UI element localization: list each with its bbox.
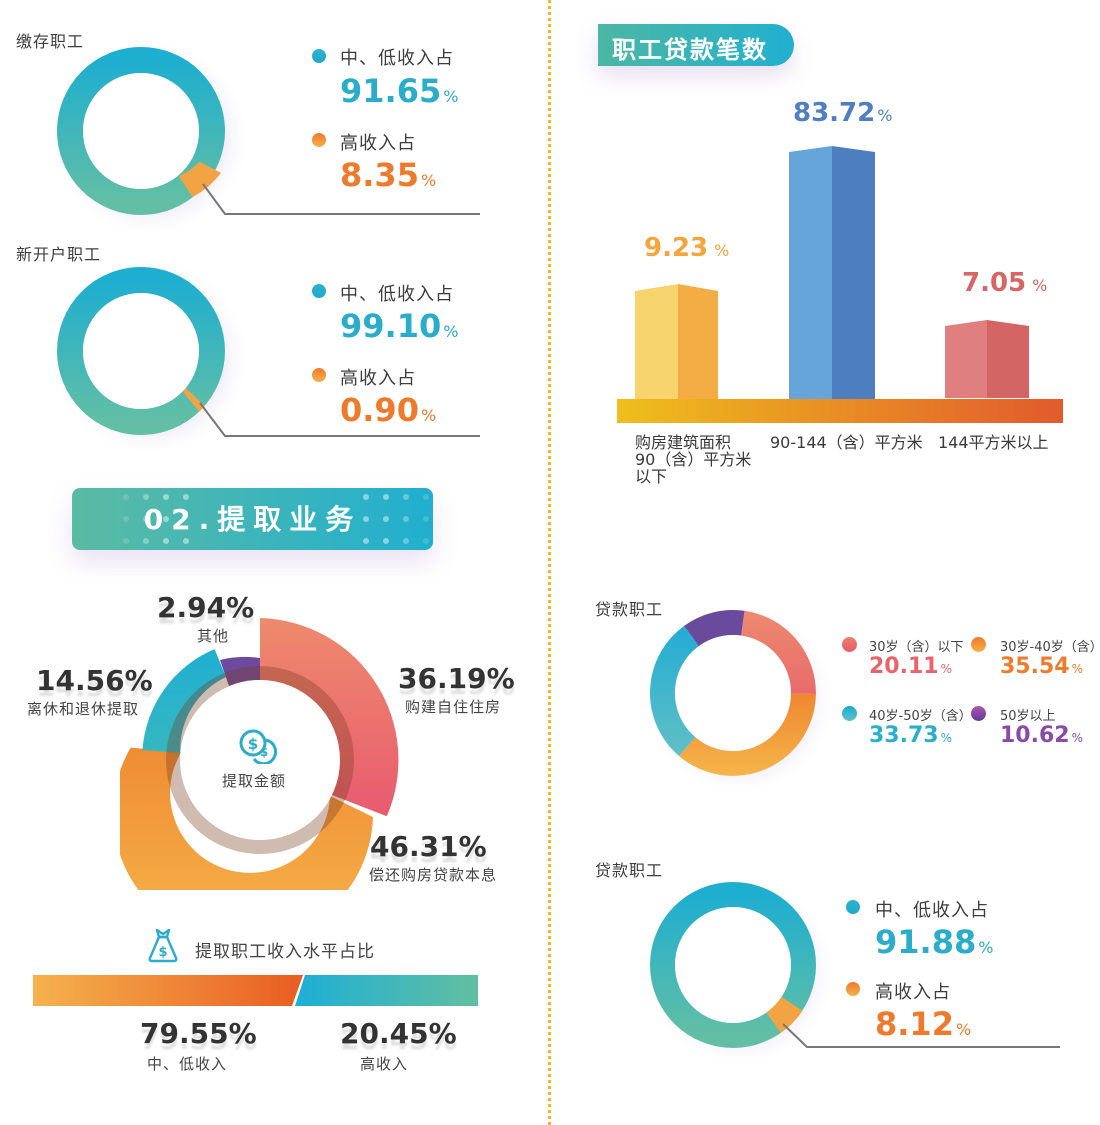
deposit-mid-low-label: 中、低收入占 xyxy=(340,48,454,69)
mid-low-ratio-value: 79.55% xyxy=(140,1017,257,1050)
percent-unit: % xyxy=(420,406,437,425)
loan-count-bar-chart xyxy=(617,146,1063,423)
legend-dot-over-50 xyxy=(971,706,986,721)
deposit-workers-donut xyxy=(50,38,480,230)
high-dot xyxy=(846,982,860,996)
legend-value-40-50: 33.73 xyxy=(869,723,939,748)
mid-low-dot xyxy=(846,900,860,914)
segment-label-loan-repay: 偿还购房贷款本息 xyxy=(369,866,498,884)
percent-unit: % xyxy=(1071,731,1083,745)
segment-label-other: 其他 xyxy=(197,627,230,645)
legend-label-40-50: 40岁-50岁（含） xyxy=(869,709,972,724)
percent-unit: % xyxy=(955,1020,972,1039)
svg-text:$: $ xyxy=(158,945,167,960)
decorative-dots xyxy=(363,494,429,544)
high-ratio-label: 高收入 xyxy=(360,1055,409,1073)
withdrawal-center-label: 提取金额 xyxy=(222,772,287,790)
deposit-high-label: 高收入占 xyxy=(340,133,416,154)
new-account-workers-title: 新开户职工 xyxy=(16,245,102,264)
high-ratio-value: 20.45% xyxy=(340,1017,457,1050)
percent-unit: % xyxy=(443,87,459,106)
loan-workers-income-title: 贷款职工 xyxy=(595,861,664,880)
legend-label-under-30: 30岁（含）以下 xyxy=(869,640,964,655)
legend-dot-30-40 xyxy=(971,637,986,652)
percent-unit: % xyxy=(1032,276,1048,295)
bar-value-large: 7.05 xyxy=(962,268,1027,298)
new-mid-low-label: 中、低收入占 xyxy=(340,284,454,305)
segment-value-loan-repay: 46.31% xyxy=(370,830,487,863)
bar-category-medium: 90-144（含）平方米 xyxy=(770,433,923,452)
mid-low-dot xyxy=(312,284,326,298)
legend-value-over-50: 10.62 xyxy=(1000,723,1070,748)
legend-dot-40-50 xyxy=(842,706,857,721)
coins-icon: $ $ xyxy=(239,729,278,764)
bar-value-medium: 83.72 xyxy=(793,98,876,128)
deposit-high-value: 8.35 xyxy=(340,156,419,194)
segment-value-other: 2.94% xyxy=(157,591,255,624)
percent-unit: % xyxy=(940,662,952,676)
percent-unit: % xyxy=(420,171,437,190)
loan-workers-age-donut xyxy=(644,604,836,796)
high-dot xyxy=(312,368,326,382)
legend-value-30-40: 35.54 xyxy=(1000,654,1070,679)
deposit-workers-title: 缴存职工 xyxy=(16,32,85,51)
loan-high-label: 高收入占 xyxy=(875,982,951,1003)
segment-value-retire: 14.56% xyxy=(36,664,153,697)
bar-category-small: 购房建筑面积 90（含）平方米 以下 xyxy=(635,433,752,486)
withdrawal-amount-donut xyxy=(120,618,399,890)
column-divider xyxy=(548,0,551,1125)
high-dot xyxy=(312,133,326,147)
deposit-mid-low-value: 91.65 xyxy=(340,72,442,110)
percent-unit: % xyxy=(443,322,459,341)
legend-value-under-30: 20.11 xyxy=(869,654,939,679)
new-high-label: 高收入占 xyxy=(340,368,416,389)
legend-label-over-50: 50岁以上 xyxy=(1000,709,1056,724)
legend-dot-under-30 xyxy=(842,637,857,652)
loan-workers-income-donut xyxy=(644,876,1060,1068)
loan-mid-low-value: 91.88 xyxy=(875,923,977,961)
segment-label-housing: 购建自住住房 xyxy=(405,698,502,716)
loan-mid-low-label: 中、低收入占 xyxy=(875,900,989,921)
percent-unit: % xyxy=(940,731,952,745)
percent-unit: % xyxy=(978,938,994,957)
bar-category-large: 144平方米以上 xyxy=(938,433,1049,452)
segment-value-housing: 36.19% xyxy=(398,662,515,695)
loan-high-value: 8.12 xyxy=(875,1005,954,1043)
section-title: 02.提取业务 xyxy=(143,503,362,536)
loan-workers-age-title: 贷款职工 xyxy=(595,600,664,619)
loan-count-title: 职工贷款笔数 xyxy=(612,36,768,64)
percent-unit: % xyxy=(1071,662,1083,676)
mid-low-ratio-label: 中、低收入 xyxy=(147,1055,228,1073)
withdrawal-income-title: 提取职工收入水平占比 xyxy=(195,942,375,962)
legend-label-30-40: 30岁-40岁（含） xyxy=(1000,640,1100,655)
segment-label-retire: 离休和退休提取 xyxy=(27,700,140,718)
new-account-workers-donut xyxy=(50,258,480,450)
money-bag-icon: $ xyxy=(148,928,178,963)
new-high-value: 0.90 xyxy=(340,391,419,429)
decorative-dots xyxy=(123,494,189,544)
loan-count-banner: 职工贷款笔数 xyxy=(598,24,794,66)
mid-low-dot xyxy=(312,49,326,63)
svg-text:$: $ xyxy=(260,745,268,759)
svg-text:$: $ xyxy=(248,735,258,753)
percent-unit: % xyxy=(877,106,893,125)
withdrawal-income-bar xyxy=(33,975,478,1006)
new-mid-low-value: 99.10 xyxy=(340,307,442,345)
percent-unit: % xyxy=(714,241,730,260)
bar-value-small: 9.23 xyxy=(644,233,709,263)
section-banner: 02.提取业务 xyxy=(72,488,433,550)
